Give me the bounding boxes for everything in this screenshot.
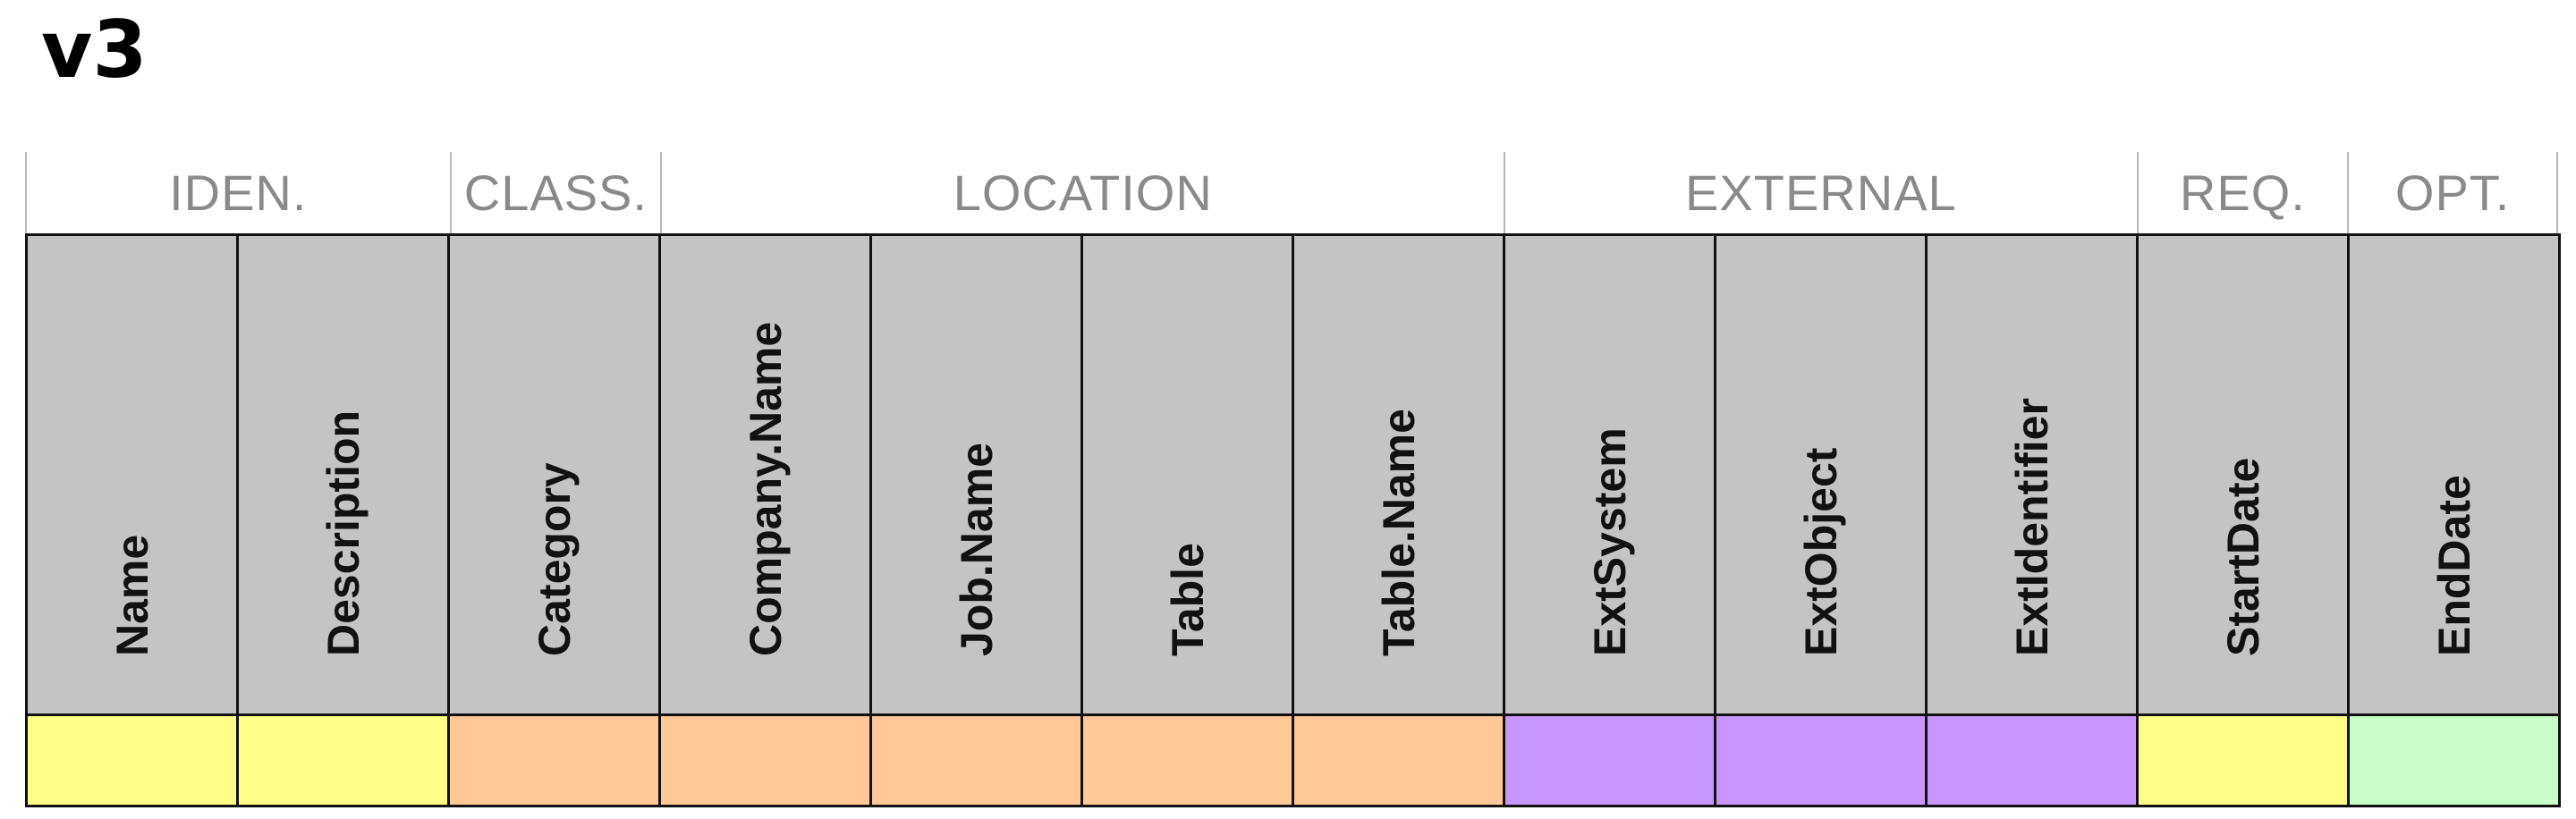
- column-header: Description: [239, 236, 447, 716]
- column-label-ext-identifier: ExtIdentifier: [2006, 398, 2057, 656]
- column-job-name: Job.Name: [869, 236, 1080, 805]
- field-table: Name Description Category Company.Name J…: [25, 233, 2561, 807]
- column-color-swatch: [450, 716, 658, 805]
- column-header: Table.Name: [1294, 236, 1503, 716]
- group-header-row: IDEN. CLASS. LOCATION EXTERNAL REQ. OPT.: [25, 152, 2561, 233]
- column-label-ext-object: ExtObject: [1795, 447, 1846, 656]
- column-description: Description: [236, 236, 447, 805]
- column-label-description: Description: [318, 410, 369, 656]
- column-ext-identifier: ExtIdentifier: [1925, 236, 2136, 805]
- group-class: CLASS.: [449, 152, 661, 233]
- group-req: REQ.: [2136, 152, 2348, 233]
- column-label-company-name: Company.Name: [740, 321, 791, 656]
- column-color-swatch: [239, 716, 447, 805]
- column-label-end-date: EndDate: [2428, 475, 2479, 656]
- column-label-table: Table: [1162, 543, 1213, 656]
- column-table: Table: [1080, 236, 1292, 805]
- column-color-swatch: [1716, 716, 1925, 805]
- column-header: StartDate: [2139, 236, 2347, 716]
- column-end-date: EndDate: [2347, 236, 2558, 805]
- column-color-swatch: [1294, 716, 1503, 805]
- column-ext-system: ExtSystem: [1503, 236, 1714, 805]
- column-label-name: Name: [106, 534, 157, 656]
- column-header: Job.Name: [872, 236, 1080, 716]
- column-label-ext-system: ExtSystem: [1584, 427, 1635, 656]
- page-title: v3: [41, 4, 148, 96]
- column-color-swatch: [661, 716, 869, 805]
- column-color-swatch: [2350, 716, 2558, 805]
- column-header: Category: [450, 236, 658, 716]
- column-color-swatch: [1505, 716, 1714, 805]
- column-label-start-date: StartDate: [2217, 457, 2268, 656]
- column-color-swatch: [872, 716, 1080, 805]
- column-color-swatch: [2139, 716, 2347, 805]
- column-category: Category: [447, 236, 658, 805]
- group-opt: OPT.: [2347, 152, 2558, 233]
- field-diagram: IDEN. CLASS. LOCATION EXTERNAL REQ. OPT.…: [25, 152, 2561, 807]
- column-header: Table: [1083, 236, 1292, 716]
- column-header: ExtIdentifier: [1928, 236, 2136, 716]
- column-color-swatch: [1928, 716, 2136, 805]
- column-table-name: Table.Name: [1292, 236, 1503, 805]
- column-header: Name: [28, 236, 236, 716]
- column-color-swatch: [28, 716, 236, 805]
- column-label-category: Category: [529, 462, 580, 656]
- group-external: EXTERNAL: [1504, 152, 2136, 233]
- column-ext-object: ExtObject: [1714, 236, 1925, 805]
- column-color-swatch: [1083, 716, 1292, 805]
- column-label-job-name: Job.Name: [951, 443, 1002, 656]
- column-header: ExtSystem: [1505, 236, 1714, 716]
- column-name: Name: [28, 236, 236, 805]
- column-start-date: StartDate: [2136, 236, 2347, 805]
- column-header: EndDate: [2350, 236, 2558, 716]
- column-company-name: Company.Name: [658, 236, 869, 805]
- group-location: LOCATION: [660, 152, 1504, 233]
- column-header: ExtObject: [1716, 236, 1925, 716]
- group-iden: IDEN.: [25, 152, 450, 233]
- column-label-table-name: Table.Name: [1373, 409, 1424, 656]
- column-header: Company.Name: [661, 236, 869, 716]
